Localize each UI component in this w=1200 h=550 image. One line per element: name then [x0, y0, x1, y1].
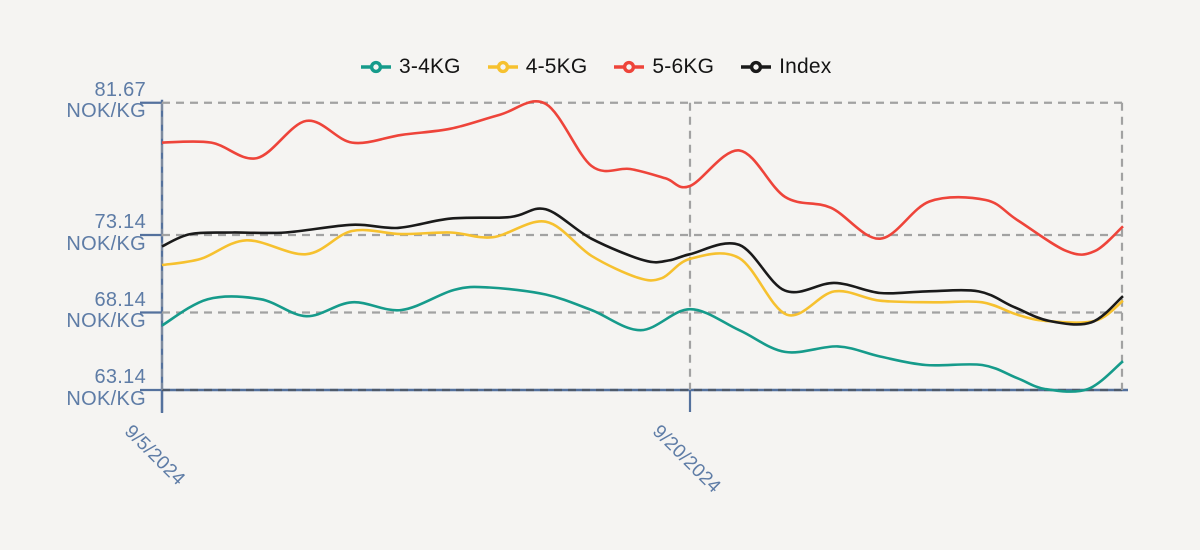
legend-item-5-6kg[interactable]: 5-6KG — [613, 55, 714, 79]
legend: 3-4KG 4-5KG 5-6KG Index — [360, 55, 831, 79]
y-axis-label-81.67: 81.67 NOK/KG — [0, 78, 146, 123]
legend-marker-icon — [487, 60, 518, 74]
legend-item-label: 5-6KG — [652, 55, 715, 78]
y-axis-tick-value: 73.14 — [94, 211, 146, 233]
legend-marker-icon — [741, 60, 772, 74]
y-axis-tick-value: 63.14 — [94, 366, 146, 388]
y-axis-label-68.14: 68.14 NOK/KG — [0, 288, 146, 333]
legend-marker-icon — [614, 60, 645, 74]
legend-item-label: 3-4KG — [399, 55, 461, 78]
y-axis-tick-value: 81.67 — [94, 78, 146, 101]
legend-item-3-4kg[interactable]: 3-4KG — [360, 55, 461, 79]
legend-item-4-5kg[interactable]: 4-5KG — [487, 55, 588, 79]
y-axis-label-73.14: 73.14 NOK/KG — [0, 211, 146, 255]
legend-item-label: Index — [779, 55, 832, 78]
y-axis-tick-unit: NOK/KG — [66, 310, 146, 332]
series-line-index — [161, 207, 1124, 326]
legend-marker-icon — [361, 60, 391, 74]
y-axis-tick-unit: NOK/KG — [66, 232, 146, 255]
legend-item-index[interactable]: Index — [740, 55, 831, 79]
y-axis-tick-unit: NOK/KG — [66, 387, 146, 410]
series-line-5-6kg — [161, 100, 1124, 256]
y-axis-tick-unit: NOK/KG — [66, 100, 146, 123]
y-axis-label-63.14: 63.14 NOK/KG — [0, 366, 146, 410]
legend-item-label: 4-5KG — [525, 55, 588, 78]
series-line-3-4kg — [161, 285, 1124, 393]
y-axis-tick-value: 68.14 — [94, 288, 146, 311]
series-line-4-5kg — [161, 220, 1124, 324]
